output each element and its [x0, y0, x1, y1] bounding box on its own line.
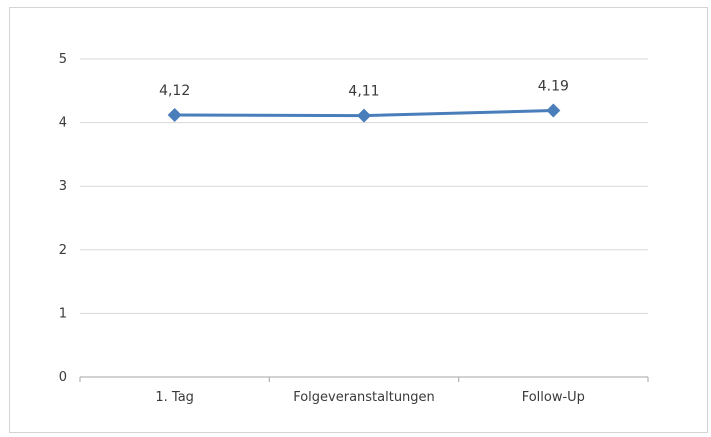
y-tick-label: 4	[59, 116, 67, 131]
data-label: 4,11	[348, 84, 379, 100]
y-tick-label: 2	[59, 243, 67, 258]
series-layer	[167, 103, 561, 123]
data-label: 4,12	[159, 83, 190, 99]
gridlines	[80, 58, 648, 378]
data-labels: 4,12 4,11 4.19	[159, 79, 569, 100]
y-tick-label: 1	[59, 306, 67, 321]
y-tick-label: 5	[59, 52, 67, 67]
data-label: 4.19	[538, 79, 569, 95]
x-axis: 1. Tag Folgeveranstaltungen Follow-Up	[79, 377, 649, 405]
y-tick-label: 0	[59, 370, 67, 385]
x-tick-label: 1. Tag	[155, 390, 194, 405]
x-tick-label: Follow-Up	[522, 390, 585, 405]
x-tick-label: Folgeveranstaltungen	[293, 390, 435, 405]
chart-frame	[9, 7, 708, 433]
data-point-marker	[546, 103, 561, 118]
data-point-marker	[357, 108, 371, 123]
data-point-marker	[167, 107, 182, 122]
y-tick-label: 3	[59, 179, 67, 194]
y-axis: 0 1 2 3 4 5	[59, 52, 67, 385]
